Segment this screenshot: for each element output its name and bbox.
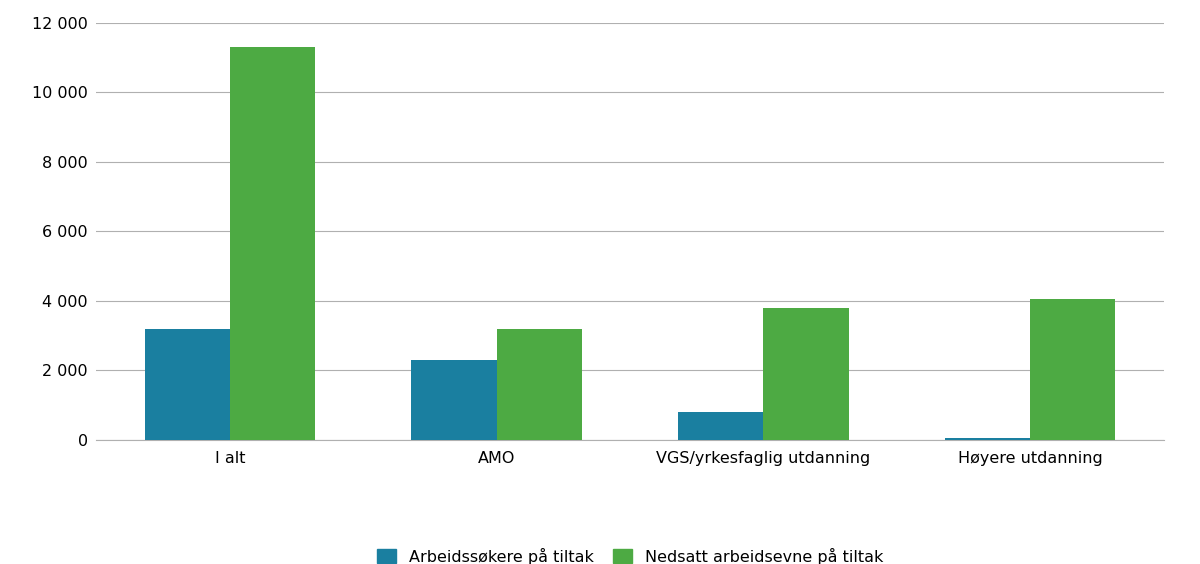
Bar — [412, 360, 497, 440]
Bar — [1030, 299, 1116, 440]
Legend: Arbeidssøkere på tiltak, Nedsatt arbeidsevne på tiltak: Arbeidssøkere på tiltak, Nedsatt arbeids… — [368, 540, 892, 564]
Bar — [678, 412, 763, 440]
Bar — [144, 329, 230, 440]
Bar — [230, 47, 316, 440]
Bar — [763, 308, 848, 440]
Bar — [497, 329, 582, 440]
Bar — [944, 438, 1030, 440]
